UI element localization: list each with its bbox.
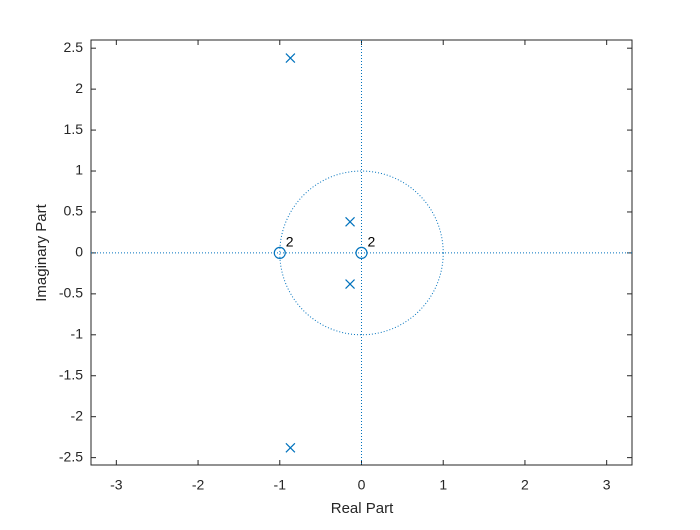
y-tick-label: 1	[75, 162, 83, 178]
x-tick-label: 2	[521, 477, 529, 493]
y-tick-label: -2.5	[59, 448, 83, 464]
x-tick-label: -2	[192, 477, 205, 493]
y-tick-label: 0.5	[64, 203, 84, 219]
y-tick-label: -1.5	[59, 366, 83, 382]
x-axis-label: Real Part	[331, 500, 394, 517]
zero-marker	[355, 246, 368, 260]
zero-marker	[273, 246, 286, 260]
x-tick-label: -3	[110, 477, 123, 493]
y-tick-label: 0	[75, 244, 83, 260]
multiplicity-label: 2	[286, 234, 294, 250]
unit-circle	[279, 170, 444, 336]
y-tick-label: 1.5	[64, 121, 84, 137]
pole-marker	[285, 53, 296, 63]
y-tick-label: 2.5	[64, 39, 84, 55]
pole-marker	[345, 279, 355, 289]
y-tick-label: -1	[71, 326, 84, 342]
y-tick-label: -2	[71, 407, 84, 423]
pole-marker	[345, 216, 355, 227]
x-tick-label: 0	[358, 477, 366, 493]
pole-marker	[285, 442, 296, 453]
x-tick-label: -1	[274, 477, 287, 493]
y-axis-label: Imaginary Part	[33, 203, 50, 301]
x-tick-label: 1	[439, 477, 447, 493]
y-tick-label: 2	[75, 80, 83, 96]
multiplicity-label: 2	[368, 234, 376, 250]
y-tick-label: -0.5	[59, 285, 83, 301]
x-tick-label: 3	[603, 477, 611, 493]
